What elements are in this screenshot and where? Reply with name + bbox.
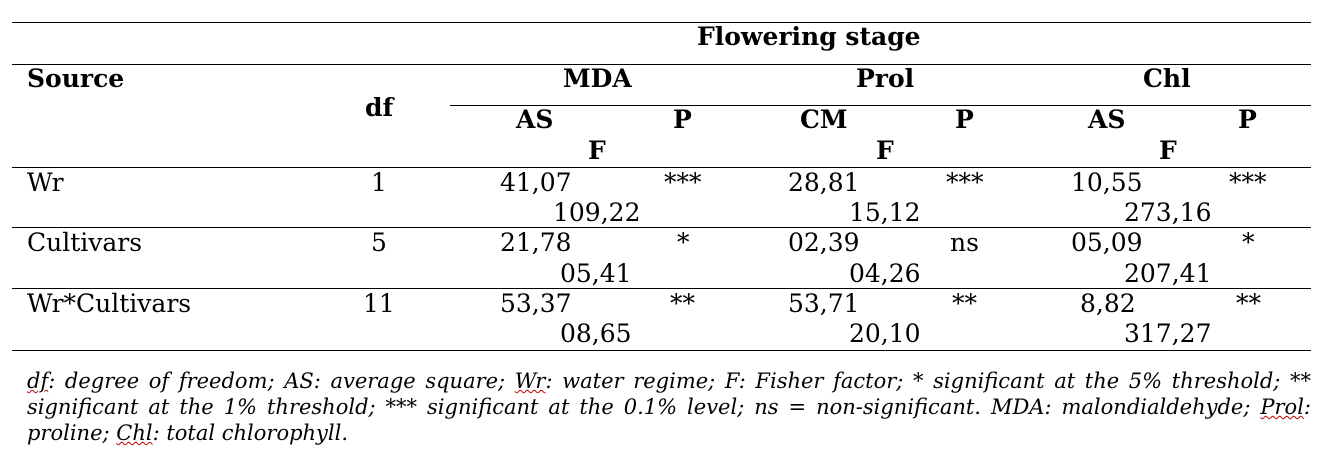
subheading-mda-p: P [673,105,692,134]
row-interaction-chl-as: 8,82 [1080,289,1136,318]
table-footnote: df: degree of freedom; AS: average squar… [27,368,1311,446]
row-wr-prol-p: *** [946,168,984,197]
group-heading-chl: Chl [1143,64,1191,93]
header-rule-2 [450,105,1311,106]
footnote-text-3: : proline; [27,395,1311,445]
row-interaction-chl-p: ** [1236,289,1261,318]
subheading-prol-f: F [876,136,894,165]
footnote-term-df: df [27,369,49,393]
footnote-term-chl: Chl [116,421,153,445]
footnote-term-prol: Prol [1260,395,1304,419]
row-wr-chl-p: *** [1229,168,1267,197]
subheading-prol-cm: CM [800,105,848,134]
table-top-rule [12,22,1311,23]
row-interaction-mda-as: 53,37 [500,289,572,318]
group-heading-prol: Prol [856,64,915,93]
footnote-text-2: : water regime; F: Fisher factor; * sign… [27,369,1312,419]
row-cultivars-prol-cm: 02,39 [788,228,860,257]
group-heading-mda: MDA [563,64,632,93]
subheading-prol-p: P [955,105,974,134]
table-bottom-rule [12,350,1311,351]
row-cultivars-chl-p: * [1242,228,1255,257]
subheading-chl-p: P [1238,105,1257,134]
row-interaction-source: Wr*Cultivars [27,289,192,318]
row-rule-1 [12,227,1311,228]
row-interaction-mda-f: 08,65 [560,319,632,348]
row-wr-mda-p: *** [664,168,702,197]
df-heading: df [365,93,394,122]
row-wr-chl-f: 273,16 [1124,198,1212,227]
footnote-term-wr: Wr [514,369,546,393]
row-interaction-prol-cm: 53,71 [788,289,860,318]
row-cultivars-chl-as: 05,09 [1071,228,1143,257]
row-cultivars-mda-p: * [677,228,690,257]
row-wr-chl-as: 10,55 [1071,168,1143,197]
row-cultivars-source: Cultivars [27,228,143,257]
row-cultivars-df: 5 [371,228,387,257]
source-heading: Source [27,64,125,93]
row-interaction-prol-p: ** [952,289,977,318]
header-bottom-rule [12,167,1311,168]
header-rule-1 [12,64,1311,65]
row-wr-prol-f: 15,12 [849,198,921,227]
row-interaction-mda-p: ** [670,289,695,318]
subheading-chl-as: AS [1088,105,1126,134]
row-cultivars-prol-p: ns [950,228,979,257]
row-wr-source: Wr [27,168,64,197]
row-wr-mda-as: 41,07 [500,168,572,197]
row-wr-prol-cm: 28,81 [788,168,860,197]
footnote-text-4: : total chlorophyll. [152,421,349,445]
row-cultivars-mda-f: 05,41 [560,259,632,288]
subheading-mda-as: AS [516,105,554,134]
subheading-mda-f: F [588,136,606,165]
row-wr-df: 1 [371,168,387,197]
row-cultivars-chl-f: 207,41 [1124,259,1212,288]
row-wr-mda-f: 109,22 [553,198,641,227]
footnote-text-1: : degree of freedom; AS: average square; [48,369,515,393]
row-interaction-df: 11 [363,289,395,318]
row-rule-2 [12,288,1311,289]
row-interaction-prol-f: 20,10 [849,319,921,348]
row-cultivars-prol-f: 04,26 [849,259,921,288]
flowering-stage-heading: Flowering stage [697,22,921,51]
subheading-chl-f: F [1159,136,1177,165]
row-cultivars-mda-as: 21,78 [500,228,572,257]
row-interaction-chl-f: 317,27 [1124,319,1212,348]
